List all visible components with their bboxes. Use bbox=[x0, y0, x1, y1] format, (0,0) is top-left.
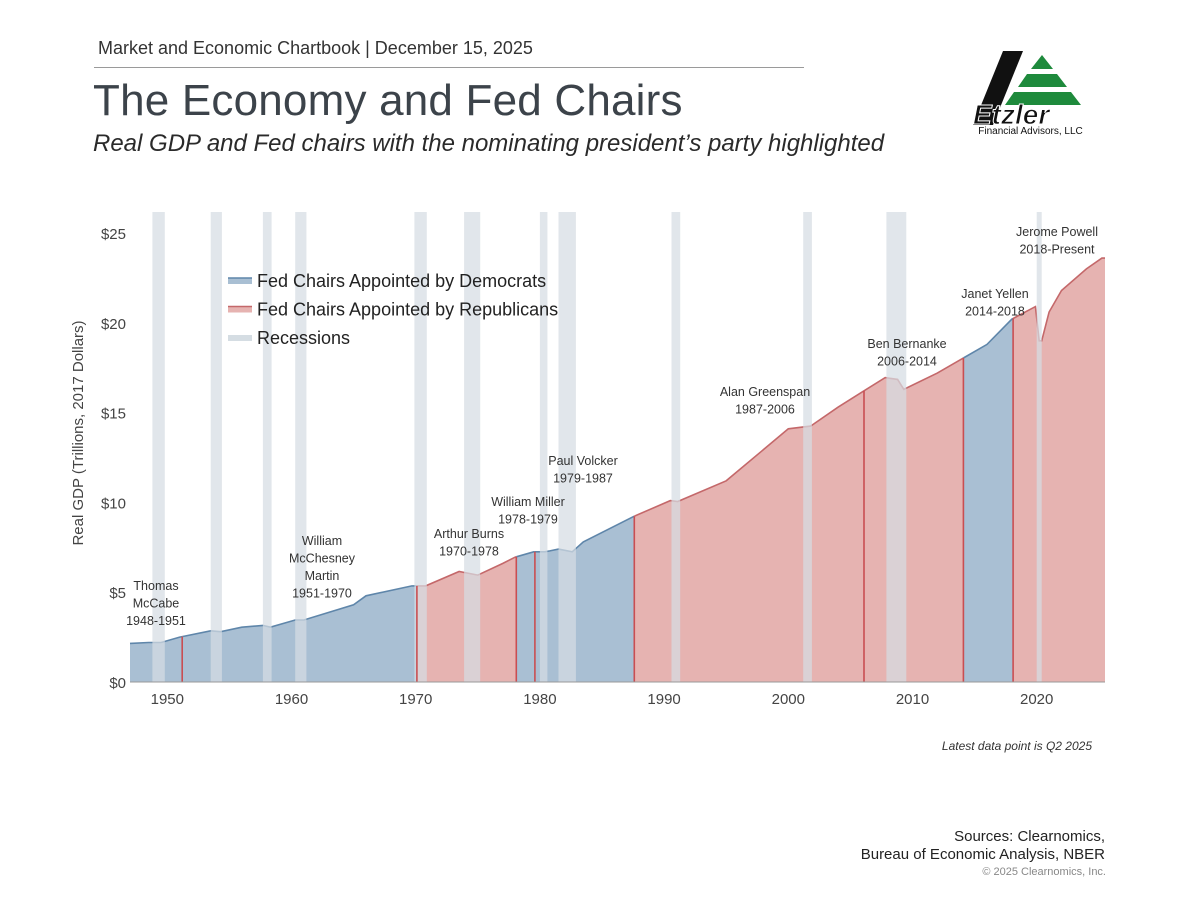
chartbook-header: Market and Economic Chartbook | December… bbox=[98, 38, 533, 58]
chair-label-line: William Miller bbox=[491, 495, 565, 509]
recession-band-11 bbox=[1036, 212, 1042, 682]
x-tick-label: 1980 bbox=[523, 691, 556, 708]
chair-label-line: McChesney bbox=[289, 552, 356, 566]
chair-label: William McChesney Martin 1951-1970 bbox=[289, 534, 356, 601]
y-tick-label: $0 bbox=[109, 675, 126, 692]
y-tick-label: $25 bbox=[101, 226, 126, 243]
page-subtitle: Real GDP and Fed chairs with the nominat… bbox=[93, 130, 885, 157]
chair-area-7 bbox=[963, 318, 1014, 682]
chair-label-line: 1948-1951 bbox=[126, 614, 186, 628]
chair-label-line: 2014-2018 bbox=[965, 305, 1025, 319]
x-tick-label: 2020 bbox=[1020, 691, 1053, 708]
legend-swatch bbox=[228, 335, 252, 341]
chair-label: Janet Yellen 2014-2018 bbox=[961, 287, 1028, 319]
legend-swatch bbox=[228, 306, 252, 313]
legend-swatch bbox=[228, 278, 252, 284]
gdp-line-8 bbox=[1012, 257, 1105, 342]
chair-label-line: Alan Greenspan bbox=[720, 385, 810, 399]
chair-label-line: 2006-2014 bbox=[877, 355, 937, 369]
recession-band-10 bbox=[886, 212, 907, 682]
chair-label-line: Martin bbox=[305, 569, 340, 583]
recession-band-5 bbox=[464, 212, 481, 682]
chair-label-line: McCabe bbox=[133, 597, 180, 611]
chair-area-6 bbox=[864, 358, 964, 682]
sources-line-2: Bureau of Economic Analysis, NBER bbox=[860, 846, 1105, 863]
recession-band-4 bbox=[414, 212, 427, 682]
chair-label: Paul Volcker 1979-1987 bbox=[548, 454, 617, 486]
chair-label-line: 2018-Present bbox=[1019, 243, 1095, 257]
chair-label: Jerome Powell 2018-Present bbox=[1016, 225, 1098, 257]
x-tick-label: 2010 bbox=[896, 691, 929, 708]
legend-label: Fed Chairs Appointed by Democrats bbox=[257, 271, 546, 291]
y-tick-label: $20 bbox=[101, 316, 126, 333]
chair-label-line: Paul Volcker bbox=[548, 454, 617, 468]
chair-label-line: 1970-1978 bbox=[439, 545, 499, 559]
y-tick-label: $15 bbox=[101, 406, 126, 423]
chair-label: Ben Bernanke 2006-2014 bbox=[867, 337, 946, 369]
page-title: The Economy and Fed Chairs bbox=[93, 76, 683, 125]
chair-label-line: Jerome Powell bbox=[1016, 225, 1098, 239]
chair-label-line: William bbox=[302, 534, 342, 548]
sources: Sources: Clearnomics, Bureau of Economic… bbox=[861, 828, 1105, 864]
y-tick-label: $10 bbox=[101, 495, 126, 512]
chair-label-line: Thomas bbox=[133, 579, 178, 593]
copyright: © 2025 Clearnomics, Inc. bbox=[982, 866, 1106, 878]
recession-band-1 bbox=[210, 212, 222, 682]
chair-area-3 bbox=[516, 551, 535, 682]
chair-label-line: 1951-1970 bbox=[292, 587, 352, 601]
chair-label: William Miller 1978-1979 bbox=[491, 495, 565, 527]
y-axis-label: Real GDP (Trillions, 2017 Dollars) bbox=[70, 320, 87, 545]
chair-area-8 bbox=[1013, 258, 1105, 682]
recession-band-9 bbox=[803, 212, 812, 682]
recession-band-7 bbox=[558, 212, 576, 682]
x-tick-label: 1960 bbox=[275, 691, 308, 708]
chair-label-line: 1987-2006 bbox=[735, 403, 795, 417]
y-tick-label: $5 bbox=[109, 585, 126, 602]
legend-label: Recessions bbox=[257, 328, 350, 348]
recession-band-6 bbox=[539, 212, 548, 682]
chair-label-line: Arthur Burns bbox=[434, 527, 504, 541]
chair-label: Alan Greenspan 1987-2006 bbox=[720, 385, 810, 417]
etzler-logo-icon: Etzler bbox=[973, 51, 1081, 131]
recession-band-8 bbox=[671, 212, 681, 682]
x-tick-label: 1970 bbox=[399, 691, 432, 708]
sources-line-1: Sources: Clearnomics, bbox=[954, 828, 1105, 845]
recession-band-0 bbox=[152, 212, 165, 682]
logo-subtitle: Financial Advisors, LLC bbox=[978, 126, 1083, 137]
chair-label: Arthur Burns 1970-1978 bbox=[434, 527, 504, 559]
chair-area-5 bbox=[634, 390, 864, 682]
legend-label: Fed Chairs Appointed by Republicans bbox=[257, 300, 558, 320]
chair-label-line: 1978-1979 bbox=[498, 513, 558, 527]
x-tick-label: 1950 bbox=[151, 691, 184, 708]
chair-label-line: 1979-1987 bbox=[553, 472, 613, 486]
x-tick-label: 2000 bbox=[772, 691, 805, 708]
recession-band-3 bbox=[295, 212, 307, 682]
recession-band-2 bbox=[262, 212, 272, 682]
x-tick-label: 1990 bbox=[647, 691, 680, 708]
latest-data-note: Latest data point is Q2 2025 bbox=[941, 739, 1092, 753]
chair-label-line: Janet Yellen bbox=[961, 287, 1028, 301]
chair-label: Thomas McCabe 1948-1951 bbox=[126, 579, 186, 628]
header-rule bbox=[94, 67, 804, 68]
chair-label-line: Ben Bernanke bbox=[867, 337, 946, 351]
svg-text:Etzler: Etzler bbox=[973, 99, 1051, 130]
